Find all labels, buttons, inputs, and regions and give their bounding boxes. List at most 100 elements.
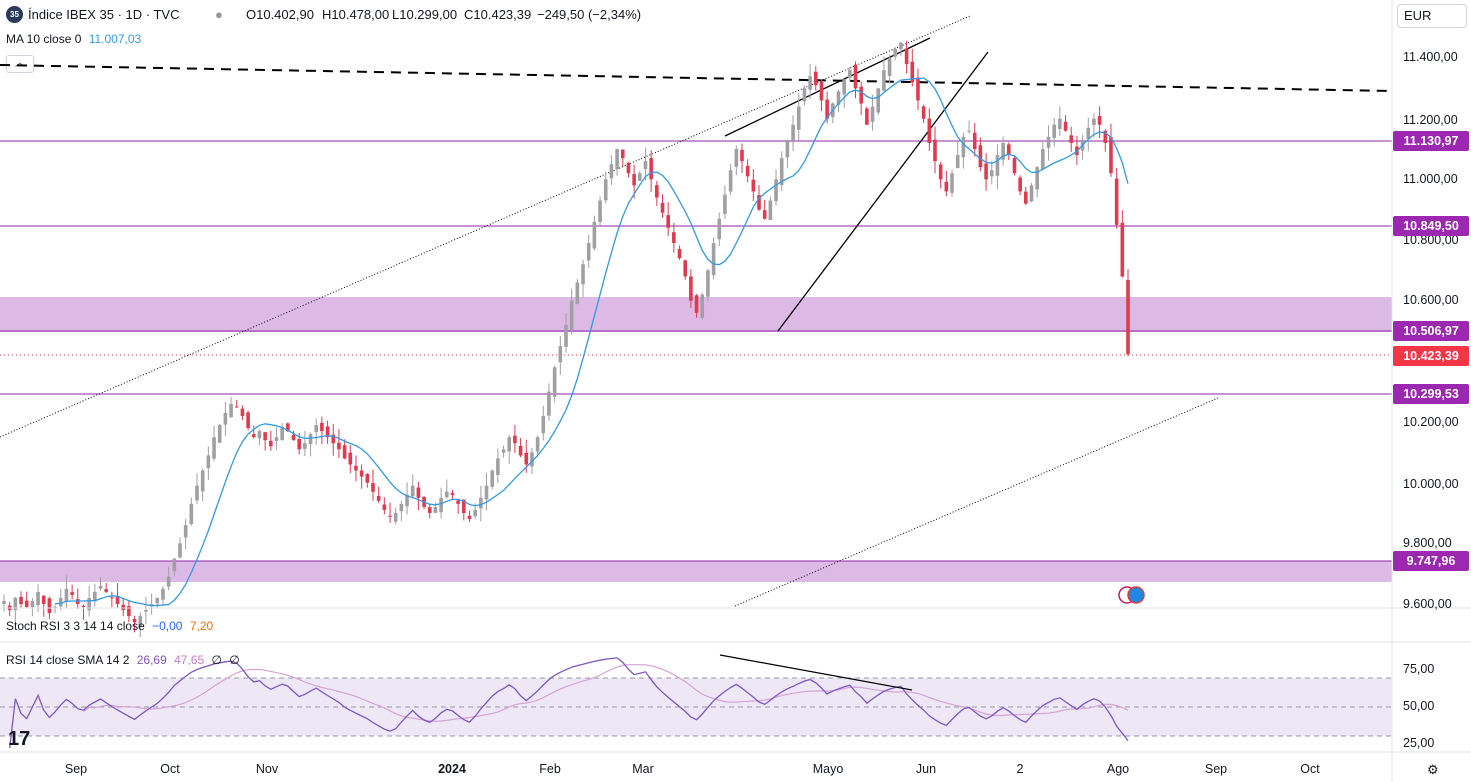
price-tag-level: 10.849,50 [1393,216,1469,236]
candle-body [1114,178,1119,225]
time-axis-label: Oct [160,762,180,776]
dashed-trendline[interactable] [0,64,1393,92]
candle-body [972,132,977,149]
candle-body [161,588,165,600]
candle-body [280,428,284,440]
ohlc-high: H10.478,00 [322,7,390,22]
candle-body [1001,142,1005,160]
candle-body [1052,124,1057,139]
candle-body [87,597,91,611]
candle-body [586,243,591,261]
candle-body [263,432,267,441]
candle-body [365,473,370,483]
candle-body [1097,115,1102,125]
candle-body [655,185,659,198]
rsi-legend[interactable]: RSI 14 close SMA 14 2 26,69 47,65 ∅ ∅ [6,653,240,667]
stoch-rsi-legend[interactable]: Stoch RSI 3 3 14 14 close −0,00 7,20 [6,619,213,633]
ma-legend[interactable]: MA 10 close 0 11.007,03 [6,32,141,46]
candle-body [303,443,307,449]
ohlc-close: C10.423,39 [464,7,532,22]
time-axis-label: Ago [1106,762,1130,776]
symbol-title[interactable]: Índice IBEX 35 · 1D · TVC [28,7,180,22]
candle-body [359,470,364,477]
candle-body [496,458,500,475]
earnings-marker-icon[interactable] [1127,586,1145,604]
candle-body [609,164,614,179]
candle-body [927,118,932,143]
candle-body [717,218,722,240]
candle-body [1006,144,1011,156]
candle-body [450,492,455,495]
candles-group [2,40,1130,638]
candle-body [865,108,869,125]
candle-body [700,294,705,318]
candle-body [723,194,727,215]
ohlc-open: O10.402,90 [246,7,314,22]
candle-body [848,70,852,78]
candle-body [172,558,177,572]
candle-body [978,145,983,168]
price-axis-label: 10.200,00 [1403,415,1459,429]
more-menu-icon[interactable]: ● [215,7,223,22]
candle-body [711,243,716,276]
candle-body [382,504,387,510]
candle-body [2,600,6,604]
candle-body [899,42,903,50]
candle-body [439,497,443,513]
candle-body [649,158,653,180]
stoch-rsi-d: 7,20 [189,619,214,633]
candle-body [1041,149,1045,170]
candle-body [1092,118,1096,126]
candle-body [98,585,103,589]
support-zone [0,561,1392,582]
candle-body [842,79,846,95]
candle-body [626,162,631,174]
candle-body [342,445,347,459]
rsi-line [9,657,1129,749]
price-axis-label: 9.800,00 [1403,536,1452,550]
candle-body [728,170,733,192]
candle-body [779,158,784,186]
candle-body [1120,222,1125,277]
candle-body [615,149,619,170]
time-axis-label: Feb [539,762,561,776]
channel-upper-line[interactable] [0,15,971,438]
candle-body [1024,191,1028,204]
price-tag-level: 9.747,96 [1393,551,1469,571]
candle-body [479,497,483,509]
candle-body [751,179,756,192]
candle-body [314,425,319,433]
candle-body [444,491,449,498]
candle-body [36,591,40,606]
wedge-lower-line[interactable] [777,51,989,332]
currency-button[interactable]: EUR [1397,4,1467,28]
rsi-divergence-line[interactable] [719,654,913,691]
candle-body [706,270,710,297]
collapse-legend-button[interactable]: ︿ [6,55,34,73]
candle-body [887,58,892,76]
price-axis-label: 11.400,00 [1403,50,1458,64]
time-axis-label: Mar [632,762,654,776]
channel-lower-line[interactable] [734,397,1219,607]
time-axis-label: Nov [255,762,279,776]
candle-body [473,509,477,517]
candle-body [127,605,131,617]
ohlc-change: −249,50 (−2,34%) [537,7,642,22]
candle-body [371,483,375,492]
candle-body [308,434,313,445]
rsi-extra-2: ∅ [229,653,240,667]
rsi-axis-label: 75,00 [1403,662,1435,676]
candle-body [217,425,222,443]
rsi-sma-value: 47,65 [174,653,205,667]
settings-gear-icon[interactable]: ⚙ [1427,762,1439,777]
candle-body [1035,167,1039,190]
rsi-value: 26,69 [136,653,167,667]
candle-body [1126,279,1130,355]
candle-body [320,422,324,432]
candle-body [178,543,182,558]
candle-body [240,408,245,416]
candle-body [660,202,665,213]
candle-body [774,179,778,202]
price-tag-last: 10.423,39 [1393,346,1469,366]
